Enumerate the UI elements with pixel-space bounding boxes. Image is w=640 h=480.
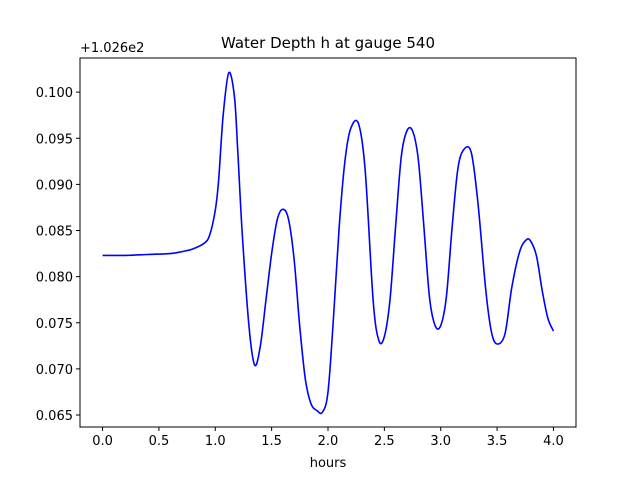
y-tick-label: 0.100 <box>36 86 73 101</box>
axis-ticks: 0.0 0.5 1.0 1.5 2.0 2.5 3.0 3.5 4.0 0.065 0.070 0.0… <box>36 86 564 449</box>
y-tick-label: 0.090 <box>36 178 73 193</box>
axes-frame <box>79 57 577 428</box>
x-tick-label: 2.0 <box>318 434 339 449</box>
x-tick-label: 3.0 <box>430 434 451 449</box>
x-tick-label: 0.5 <box>149 434 170 449</box>
y-tick-label: 0.065 <box>36 409 73 424</box>
x-tick-label: 1.0 <box>205 434 226 449</box>
x-axis-label: hours <box>310 456 347 471</box>
x-tick-label: 3.5 <box>487 434 508 449</box>
x-tick-label: 4.0 <box>543 434 564 449</box>
x-tick-label: 0.0 <box>92 434 113 449</box>
y-tick-label: 0.070 <box>36 363 73 378</box>
plot-area <box>102 71 555 415</box>
y-offset-label: +1.026e2 <box>80 41 144 56</box>
x-tick-label: 2.5 <box>374 434 395 449</box>
series-line <box>102 71 555 415</box>
y-tick-label: 0.085 <box>36 225 73 240</box>
y-tick-label: 0.075 <box>36 317 73 332</box>
y-tick-label: 0.080 <box>36 271 73 286</box>
y-tick-label: 0.095 <box>36 132 73 147</box>
x-tick-label: 1.5 <box>261 434 282 449</box>
chart-title: Water Depth h at gauge 540 <box>221 34 435 52</box>
